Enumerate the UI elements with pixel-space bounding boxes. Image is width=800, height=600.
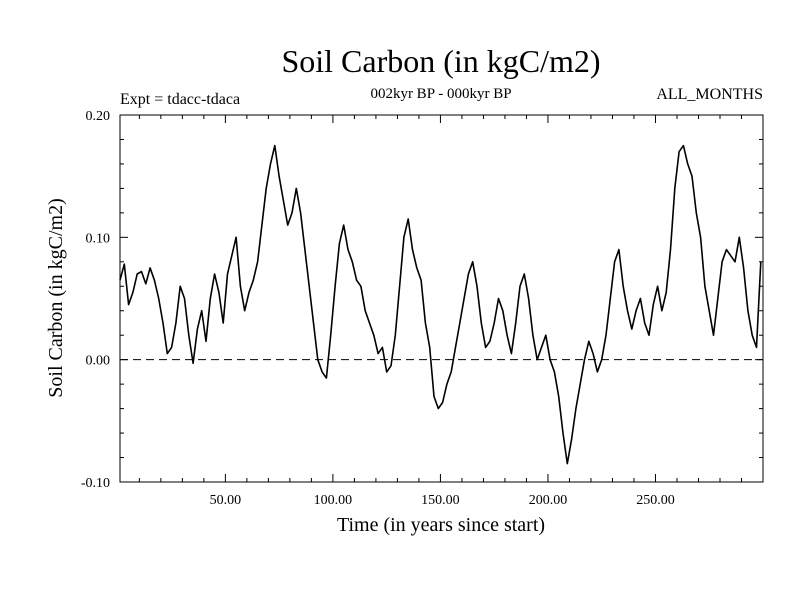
chart-title: Soil Carbon (in kgC/m2) (281, 43, 600, 79)
x-tick-label: 150.00 (421, 493, 460, 508)
y-tick-label: 0.10 (86, 231, 111, 246)
y-axis-label: Soil Carbon (in kgC/m2) (45, 198, 67, 397)
x-tick-label: 250.00 (636, 493, 675, 508)
x-tick-label: 100.00 (314, 493, 353, 508)
chart-subtitle: 002kyr BP - 000kyr BP (370, 86, 511, 102)
y-tick-label: 0.00 (86, 354, 111, 369)
experiment-label: Expt = tdacc-tdaca (120, 91, 240, 108)
x-axis-label: Time (in years since start) (337, 514, 545, 536)
period-label: ALL_MONTHS (656, 86, 763, 103)
data-line-soil-carbon (119, 144, 762, 465)
plot-frame (119, 114, 764, 483)
plot-area: 50.00 100.00 150.00 200.00 250.00 -0.10 0.00 0.… (81, 109, 764, 508)
y-tick-label: -0.10 (81, 476, 110, 491)
x-tick-label: 200.00 (529, 493, 568, 508)
x-tick-label: 50.00 (210, 493, 242, 508)
y-tick-label: 0.20 (86, 109, 111, 124)
